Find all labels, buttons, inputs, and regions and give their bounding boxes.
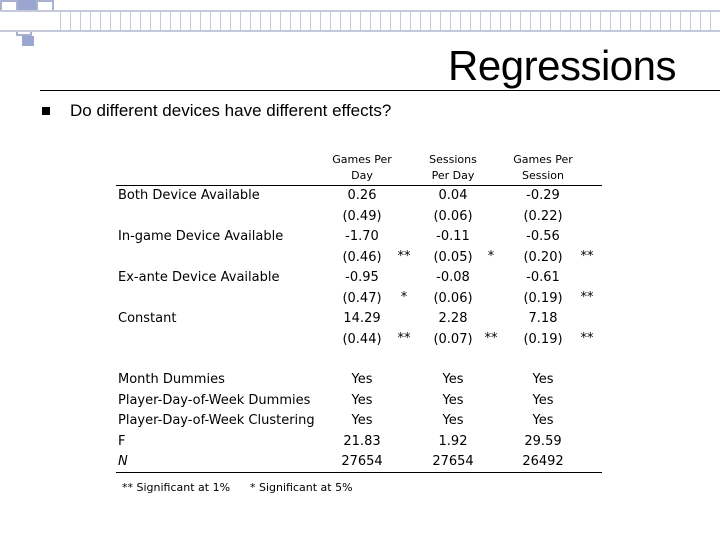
slide-title: Regressions — [448, 42, 676, 89]
coefficient-value: -0.11 — [436, 229, 470, 244]
stat-value: 27654 — [432, 454, 474, 469]
row-label: N — [118, 454, 128, 469]
significance-stars: ** — [484, 331, 498, 346]
coefficient-value: 0.04 — [438, 188, 468, 203]
standard-error: (0.49) — [342, 208, 382, 224]
coefficient-value: 0.26 — [347, 188, 377, 203]
decor-square — [22, 36, 34, 46]
column-header-line: Per Day — [431, 169, 475, 182]
coefficient-value: -1.70 — [345, 229, 379, 244]
coefficient-value: 14.29 — [343, 311, 381, 326]
table-bottom-rule — [116, 472, 602, 473]
stat-value: 26492 — [522, 454, 564, 469]
significance-stars: ** — [397, 331, 411, 346]
coefficient-value: -0.95 — [345, 270, 379, 285]
row-label: Constant — [118, 311, 177, 326]
footnote-five-percent: * Significant at 5% — [250, 481, 353, 494]
stat-value: 1.92 — [438, 433, 468, 449]
row-label: F — [118, 433, 126, 449]
significance-stars: * — [400, 290, 408, 305]
significance-stars: * — [487, 249, 495, 264]
standard-error: (0.44) — [342, 331, 382, 347]
column-header-line: Day — [351, 169, 373, 182]
standard-error: (0.06) — [433, 208, 473, 224]
stat-value: Yes — [351, 392, 373, 408]
stat-value: Yes — [351, 413, 373, 428]
stat-value: Yes — [442, 413, 464, 428]
row-label: Player-Day-of-Week Dummies — [118, 392, 311, 408]
coefficient-value: -0.61 — [526, 270, 560, 285]
stat-value: Yes — [442, 392, 464, 408]
standard-error: (0.05) — [433, 249, 473, 265]
standard-error: (0.07) — [433, 331, 473, 347]
significance-stars: ** — [580, 290, 594, 305]
title-divider — [40, 90, 720, 91]
row-label: Player-Day-of-Week Clustering — [118, 413, 315, 428]
standard-error: (0.19) — [523, 290, 563, 306]
coefficient-value: 7.18 — [528, 311, 558, 326]
footnote-one-percent: ** Significant at 1% — [122, 481, 231, 494]
stat-value: 29.59 — [524, 433, 562, 449]
stat-value: 27654 — [341, 454, 383, 469]
column-header-line: Sessions — [429, 153, 477, 166]
standard-error: (0.47) — [342, 290, 382, 306]
column-header-line: Games Per — [332, 153, 392, 166]
decor-grid — [60, 12, 720, 30]
stat-value: Yes — [532, 392, 554, 408]
standard-error: (0.06) — [433, 290, 473, 306]
coefficient-value: -0.29 — [526, 188, 560, 203]
row-label: Both Device Available — [118, 188, 260, 203]
stat-value: Yes — [351, 372, 373, 387]
bullet-text: Do different devices have different effe… — [70, 101, 392, 120]
row-label: Month Dummies — [118, 372, 225, 387]
column-header-line: Games Per — [513, 153, 573, 166]
stat-value: Yes — [532, 413, 554, 428]
standard-error: (0.20) — [523, 249, 563, 265]
standard-error: (0.22) — [523, 208, 563, 224]
significance-stars: ** — [580, 249, 594, 264]
stat-value: Yes — [442, 372, 464, 387]
bullet-square-icon — [42, 107, 50, 115]
coefficient-value: -0.56 — [526, 229, 560, 244]
coefficient-value: 2.28 — [438, 311, 468, 326]
standard-error: (0.19) — [523, 331, 563, 347]
coefficient-value: -0.08 — [436, 270, 470, 285]
table-header-rule — [116, 185, 602, 186]
row-label: Ex-ante Device Available — [118, 270, 280, 285]
standard-error: (0.46) — [342, 249, 382, 265]
decor-top-bar — [0, 10, 720, 32]
column-header-line: Session — [522, 169, 564, 182]
significance-stars: ** — [397, 249, 411, 264]
stat-value: 21.83 — [343, 433, 381, 449]
stat-value: Yes — [532, 372, 554, 387]
significance-stars: ** — [580, 331, 594, 346]
row-label: In-game Device Available — [118, 229, 284, 244]
